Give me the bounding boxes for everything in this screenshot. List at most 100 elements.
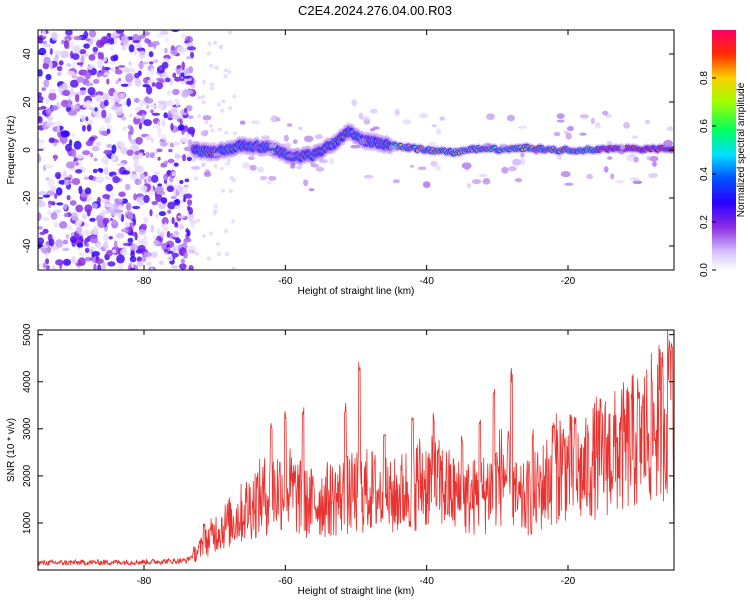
noise-blob <box>78 185 83 195</box>
noise-blob <box>156 148 163 153</box>
noise-blob <box>128 113 134 118</box>
noise-blob <box>61 39 65 45</box>
faint-patch <box>362 116 370 121</box>
y-tick-label: 5000 <box>22 323 33 346</box>
noise-blob <box>139 34 146 39</box>
noise-blob <box>193 156 198 161</box>
noise-blob <box>227 70 232 74</box>
faint-patch <box>417 166 427 171</box>
noise-blob <box>184 178 190 183</box>
snr-panel: -80 -60 -40 -20 1000 2000 3000 4000 5000 Height… <box>6 323 675 597</box>
noise-blob <box>118 93 126 99</box>
noise-blob <box>85 242 89 248</box>
noise-blob <box>55 187 63 196</box>
faint-patch <box>369 128 376 132</box>
noise-blob <box>133 50 137 55</box>
faint-patch <box>606 140 613 145</box>
noise-blob <box>73 35 83 41</box>
noise-blob <box>185 228 190 233</box>
noise-blob <box>145 151 150 159</box>
noise-blob <box>49 48 53 55</box>
noise-blob <box>138 122 142 130</box>
noise-blob <box>126 97 131 107</box>
noise-blob <box>151 174 159 183</box>
noise-blob <box>185 80 194 85</box>
noise-blob <box>146 85 153 95</box>
noise-blob <box>184 193 193 199</box>
noise-blob <box>129 126 134 135</box>
colorbar-gradient <box>712 30 736 270</box>
faint-patch <box>435 165 442 171</box>
noise-blob <box>207 41 212 46</box>
noise-blob <box>47 178 55 187</box>
noise-blob <box>226 158 231 163</box>
noise-blob <box>97 51 102 60</box>
noise-blob <box>139 50 146 59</box>
noise-blob <box>96 39 105 48</box>
noise-blob <box>115 80 120 85</box>
noise-blob <box>63 213 69 218</box>
noise-blob <box>133 265 139 270</box>
noise-blob <box>115 30 125 34</box>
noise-blob <box>63 203 68 211</box>
noise-blob <box>163 160 169 166</box>
noise-blob <box>213 204 218 209</box>
noise-blob <box>156 227 161 236</box>
noise-blob <box>130 144 139 153</box>
snr-x-label: Height of straight line (km) <box>298 586 415 597</box>
noise-blob <box>38 237 45 246</box>
noise-blob <box>38 138 43 144</box>
noise-blob <box>85 38 91 42</box>
noise-blob <box>41 30 46 37</box>
noise-blob <box>142 61 149 65</box>
noise-blob <box>163 112 168 119</box>
noise-blob <box>183 252 188 259</box>
noise-blob <box>42 194 51 198</box>
faint-patch <box>631 135 639 139</box>
noise-blob <box>50 185 57 192</box>
noise-blob <box>206 51 211 56</box>
noise-blob <box>54 171 62 179</box>
noise-blob <box>180 80 188 85</box>
noise-blob <box>233 131 237 136</box>
faint-patch <box>292 139 298 145</box>
noise-blob <box>98 168 104 173</box>
noise-blob <box>66 63 72 67</box>
noise-blob <box>76 62 84 66</box>
noise-blob <box>158 80 166 83</box>
noise-blob <box>103 149 112 155</box>
noise-blob <box>178 223 185 230</box>
noise-blob <box>89 152 94 158</box>
noise-blob <box>78 251 85 256</box>
noise-blob <box>130 250 135 258</box>
noise-blob <box>71 148 77 158</box>
noise-blob <box>165 101 174 107</box>
noise-blob <box>224 252 229 257</box>
noise-blob <box>72 61 76 70</box>
noise-blob <box>67 98 72 108</box>
noise-blob <box>197 114 202 119</box>
noise-blob <box>45 97 49 105</box>
noise-blob <box>69 235 77 244</box>
noise-blob <box>111 105 118 111</box>
noise-blob <box>138 152 144 159</box>
noise-blob <box>60 130 70 138</box>
faint-patch <box>266 150 275 155</box>
faint-patch <box>646 155 652 161</box>
noise-blob <box>75 154 85 159</box>
noise-blob <box>118 64 126 69</box>
noise-blob <box>48 238 55 247</box>
noise-blob <box>130 261 135 269</box>
noise-blob <box>65 233 70 240</box>
noise-blob <box>139 173 145 180</box>
noise-blob <box>132 40 141 44</box>
noise-blob <box>135 136 143 145</box>
noise-blob <box>161 72 169 80</box>
noise-blob <box>116 254 125 264</box>
noise-blob <box>38 226 43 230</box>
noise-blob <box>105 183 114 192</box>
noise-blob <box>120 146 129 155</box>
noise-blob <box>229 176 234 180</box>
noise-blob <box>55 239 64 248</box>
noise-blob <box>158 211 166 217</box>
